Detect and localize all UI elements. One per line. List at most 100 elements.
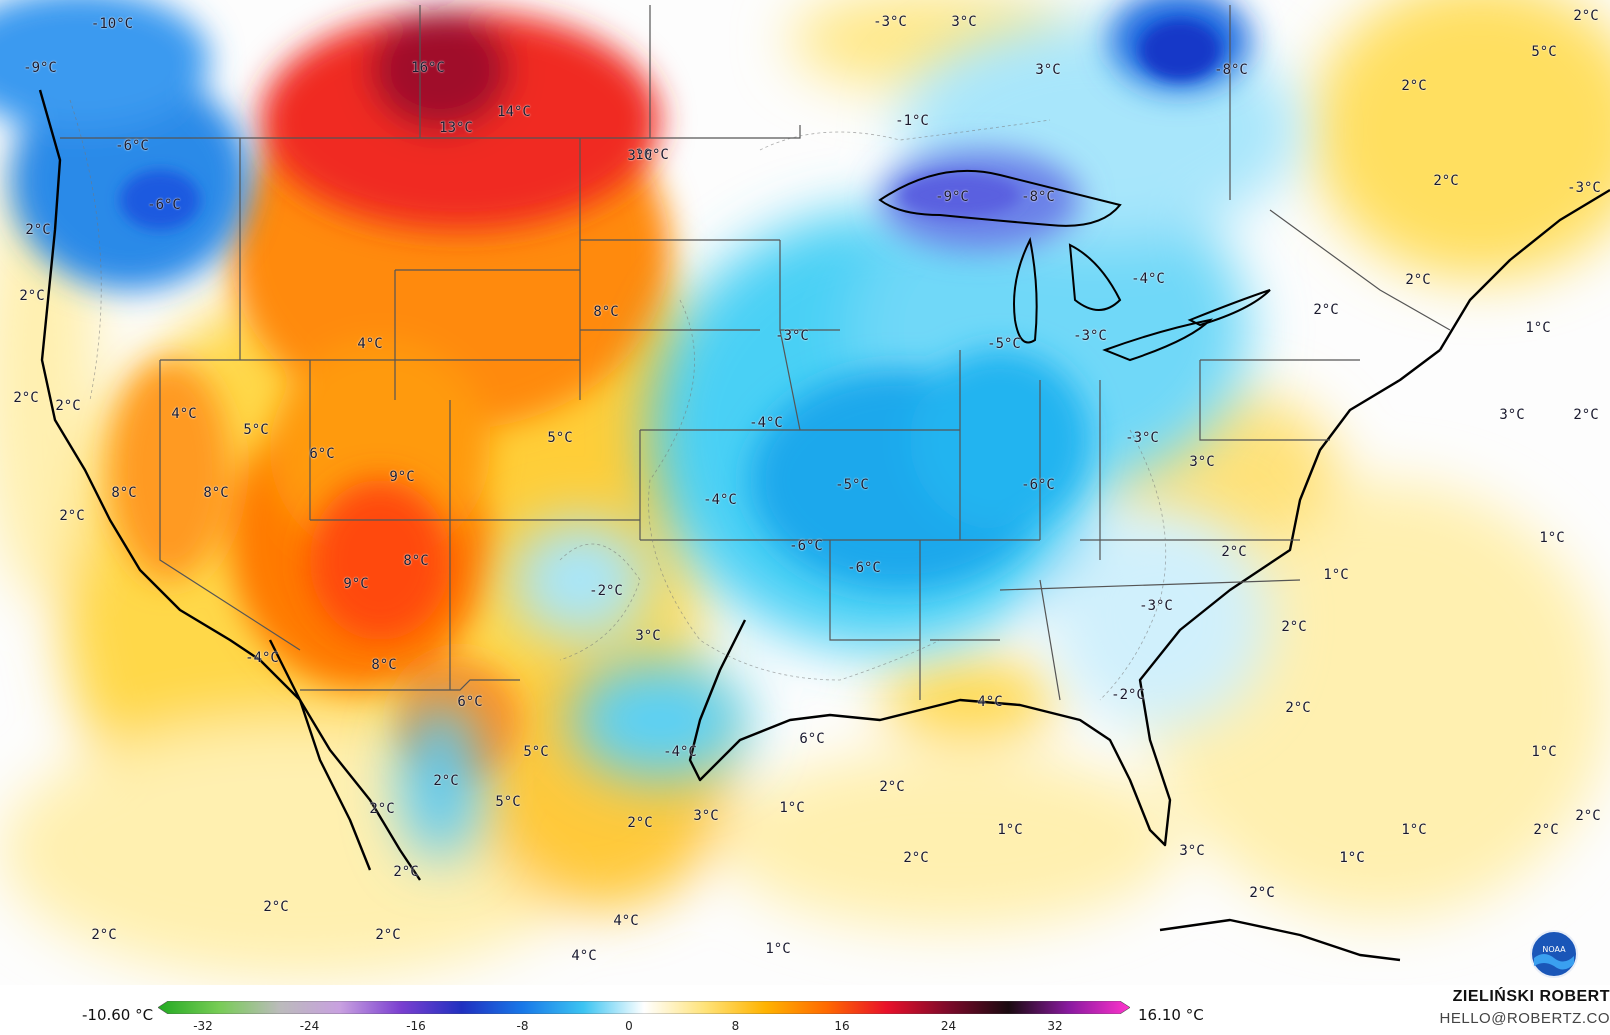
- temperature-label: 2°C: [393, 864, 419, 880]
- temperature-label: 2°C: [1249, 885, 1275, 901]
- temperature-label: -6°C: [1021, 477, 1055, 493]
- temperature-label: -8°C: [1214, 62, 1248, 78]
- temperature-label: 3°C: [1179, 843, 1205, 859]
- author-email: HELLO@ROBERTZ.CO: [1439, 1010, 1610, 1027]
- temperature-label: 2°C: [1221, 544, 1247, 560]
- colorbar-tick-label: -24: [299, 1019, 320, 1033]
- temperature-label: 2°C: [59, 508, 85, 524]
- temperature-label: 6°C: [799, 731, 825, 747]
- temperature-anomaly-map[interactable]: -10°C -9°C 16°C 14°C 13°C 10°C -6°C -6°C…: [0, 0, 1610, 985]
- temperature-label: 8°C: [403, 553, 429, 569]
- temperature-label: -10°C: [90, 16, 134, 32]
- temperature-label: -1°C: [895, 113, 929, 129]
- noaa-logo: NOAA: [1530, 930, 1578, 978]
- temperature-label: 1°C: [1323, 567, 1349, 583]
- temperature-label: 5°C: [243, 422, 269, 438]
- great-lakes: [878, 169, 1271, 362]
- colorbar-tick-label: -16: [406, 1019, 426, 1033]
- temperature-label: 2°C: [879, 779, 905, 795]
- temperature-label: 8°C: [371, 657, 397, 673]
- temperature-label: 2°C: [627, 815, 653, 831]
- temperature-label: 3°C: [1499, 407, 1525, 423]
- temperature-label: 1°C: [1339, 850, 1365, 866]
- temperature-label: -9°C: [23, 60, 57, 76]
- temperature-label: 1°C: [997, 822, 1023, 838]
- colorbar-tick-label: 32: [1047, 1019, 1063, 1033]
- temperature-label: 8°C: [593, 304, 619, 320]
- temperature-label: -8°C: [1021, 189, 1055, 205]
- temperature-label: -5°C: [987, 336, 1021, 352]
- contour-lines: [69, 99, 1167, 701]
- temperature-label: 2°C: [375, 927, 401, 943]
- temperature-label: -9°C: [935, 189, 969, 205]
- temperature-label: -3°C: [1125, 430, 1159, 446]
- temperature-label: 2°C: [1433, 173, 1459, 189]
- temperature-label: 2°C: [369, 801, 395, 817]
- temperature-label: -3°C: [775, 328, 809, 344]
- temperature-label: 1°C: [1531, 744, 1557, 760]
- temperature-label: -6°C: [115, 138, 149, 154]
- temperature-label: 2°C: [1533, 822, 1559, 838]
- temperature-label: 14°C: [497, 104, 531, 120]
- temperature-label: 3°C: [627, 148, 653, 164]
- temperature-label: 2°C: [91, 927, 117, 943]
- temperature-label: 3°C: [1189, 454, 1215, 470]
- temperature-label: 4°C: [171, 406, 197, 422]
- scale-max-label: 16.10 °C: [1138, 1006, 1204, 1024]
- colorbar-tick-label: -32: [193, 1019, 213, 1033]
- temperature-label: 8°C: [203, 485, 229, 501]
- temperature-label: 2°C: [263, 899, 289, 915]
- temperature-label: -2°C: [1111, 687, 1145, 703]
- temperature-label: 3°C: [693, 808, 719, 824]
- temperature-label: 2°C: [1285, 700, 1311, 716]
- colorbar-tick-label: 8: [731, 1019, 740, 1033]
- temperature-label: -4°C: [663, 744, 697, 760]
- temperature-label: 6°C: [309, 446, 335, 462]
- temperature-label: 10°C: [635, 147, 669, 163]
- temperature-label: 2°C: [903, 850, 929, 866]
- noaa-logo-text: NOAA: [1542, 945, 1566, 954]
- temperature-label: -2°C: [589, 583, 623, 599]
- temperature-label: 4°C: [613, 913, 639, 929]
- temperature-label: 2°C: [1405, 272, 1431, 288]
- temperature-label: -4°C: [749, 415, 783, 431]
- temperature-label: -4°C: [703, 492, 737, 508]
- temperature-label: -6°C: [789, 538, 823, 554]
- colorbar-tick-label: -8: [516, 1019, 529, 1033]
- colorbar-tick-label: 0: [625, 1019, 633, 1033]
- temperature-label: 8°C: [111, 485, 137, 501]
- temperature-label: 1°C: [765, 941, 791, 957]
- temperature-label: -3°C: [1567, 180, 1601, 196]
- temperature-label: -3°C: [1139, 598, 1173, 614]
- temperature-label: 1°C: [1539, 530, 1565, 546]
- temperature-label: 2°C: [13, 390, 39, 406]
- temperature-label: -4°C: [245, 650, 279, 666]
- colorbar-tick-label: 24: [940, 1019, 957, 1033]
- temperature-label: 5°C: [547, 430, 573, 446]
- temperature-label: 2°C: [1313, 302, 1339, 318]
- temperature-label: 3°C: [951, 14, 977, 30]
- map-canvas: [0, 0, 1610, 980]
- temperature-label: 2°C: [433, 773, 459, 789]
- temperature-label: 2°C: [1249, 885, 1275, 901]
- temperature-label: 2°C: [19, 288, 45, 304]
- colorbar: [157, 999, 1131, 1015]
- temperature-label: -3°C: [873, 14, 907, 30]
- temperature-label: 5°C: [523, 744, 549, 760]
- temperature-label: -5°C: [835, 477, 869, 493]
- temperature-label: 5°C: [1531, 44, 1557, 60]
- temperature-label: -6°C: [847, 560, 881, 576]
- temperature-label: 16°C: [411, 60, 445, 76]
- temperature-label: -6°C: [147, 197, 181, 213]
- temperature-label: 6°C: [457, 694, 483, 710]
- temperature-label: 9°C: [343, 576, 369, 592]
- temperature-label: 2°C: [55, 398, 81, 414]
- temperature-label: 2°C: [1575, 808, 1601, 824]
- temperature-label: 2°C: [1401, 78, 1427, 94]
- temperature-label: 1°C: [1339, 850, 1365, 866]
- temperature-label: 2°C: [1573, 8, 1599, 24]
- cold-anomaly-deep: [120, 20, 1220, 230]
- temperature-label: 4°C: [977, 694, 1003, 710]
- temperature-label: 4°C: [357, 336, 383, 352]
- temperature-label: 2°C: [1281, 619, 1307, 635]
